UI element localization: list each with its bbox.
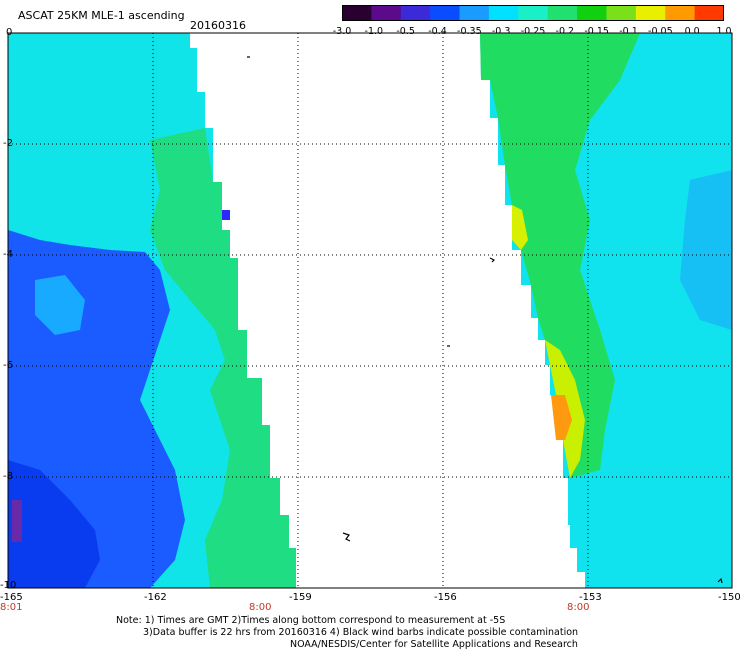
east-swath-bluish-patch [680, 170, 732, 330]
wind-barbs [247, 56, 723, 584]
colorbar-swatch [342, 5, 372, 21]
y-tick-1: 0 [6, 27, 13, 38]
y-tick-4: -6 [3, 360, 13, 371]
colorbar-label: 1.0 [716, 26, 732, 37]
colorbar-label: -0.4 [428, 26, 447, 37]
colorbar-frame [342, 5, 724, 21]
colorbar-swatch [635, 5, 666, 21]
x-tick-5: -153 [579, 592, 602, 603]
colorbar-label: -0.3 [491, 26, 511, 37]
colorbar-swatch [577, 5, 607, 21]
x-tick-4: -156 [434, 592, 457, 603]
colorbar-label: -3.0 [332, 26, 352, 37]
west-swath-deep-blue [8, 460, 100, 588]
colorbar-swatch [518, 5, 549, 21]
colorbar-swatch [371, 5, 402, 21]
colorbar-swatch [400, 5, 431, 21]
map-date: 20160316 [190, 19, 246, 32]
y-tick-2: -2 [3, 138, 13, 149]
colorbar-label: -1.0 [364, 26, 384, 37]
colorbar-label: -0.05 [648, 26, 673, 37]
west-swath-green [150, 128, 296, 588]
west-swath-cyan-patch [35, 275, 85, 335]
east-swath-orange [551, 395, 572, 440]
y-tick-3: -4 [3, 249, 13, 260]
colorbar-swatch [488, 5, 519, 21]
colorbar-label: -0.1 [619, 26, 638, 37]
note-line-2: 3)Data buffer is 22 hrs from 20160316 4)… [143, 627, 579, 638]
map-title: ASCAT 25KM MLE-1 ascending [18, 9, 185, 22]
west-swath-blue-spot [222, 210, 230, 220]
gridlines [8, 33, 732, 588]
time-label-1: 8:01 [0, 602, 23, 613]
colorbar-label: -0.25 [520, 26, 546, 37]
x-tick-3: -159 [289, 592, 312, 603]
x-tick-1: -165 [0, 592, 23, 603]
x-tick-2: -162 [144, 592, 167, 603]
colorbar-label: 0.0 [684, 26, 700, 37]
colorbar-label: -0.2 [555, 26, 575, 37]
colorbar-swatch [430, 5, 461, 21]
colorbar-swatch [606, 5, 637, 21]
colorbar-swatch [547, 5, 578, 21]
x-tick-6: -150 [718, 592, 740, 603]
y-tick-5: -8 [3, 471, 13, 482]
colorbar-swatch [665, 5, 696, 21]
colorbar-swatch [694, 5, 724, 21]
plot-frame [7, 32, 733, 589]
note-line-3: NOAA/NESDIS/Center for Satellite Applica… [290, 639, 578, 650]
colorbar-labels: -3.0 -1.0 -0.5 -0.4 -0.35 -0.3 -0.25 -0.2 -0.15-… [326, 26, 736, 38]
west-swath-purple-spot [12, 500, 22, 542]
colorbar [342, 5, 724, 21]
y-tick-6: -10 [0, 580, 17, 591]
colorbar-label: -0.35 [457, 26, 482, 37]
note-line-1: Note: 1) Times are GMT 2)Times along bot… [116, 615, 506, 626]
east-swath-yellow-upper [512, 205, 528, 250]
colorbar-swatch [459, 5, 490, 21]
time-label-2: 8:00 [249, 602, 272, 613]
time-label-3: 8:00 [567, 602, 590, 613]
swath-layer [8, 33, 732, 588]
colorbar-label: -0.15 [584, 26, 609, 37]
colorbar-label: -0.5 [396, 26, 415, 37]
